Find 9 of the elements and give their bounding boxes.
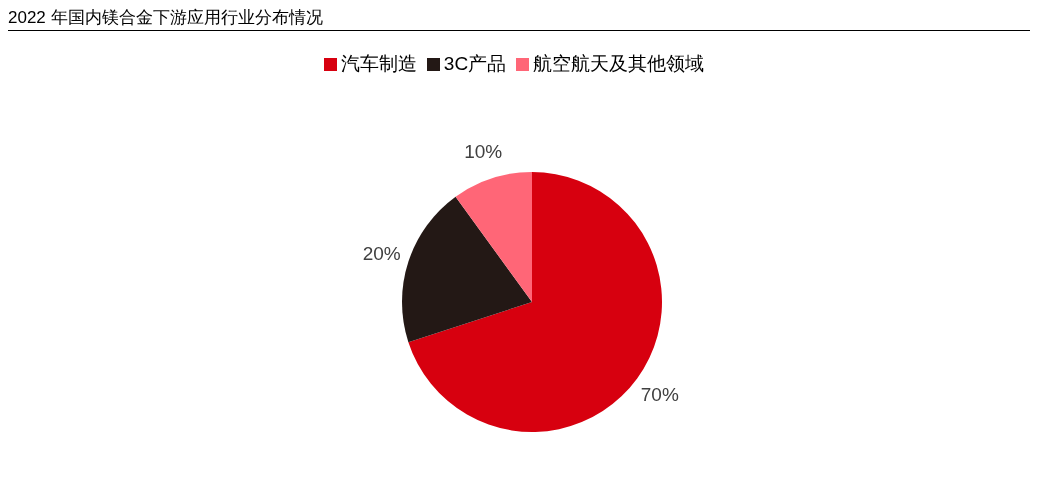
legend-label: 航空航天及其他领域	[533, 53, 705, 74]
pie-slice	[455, 172, 532, 302]
legend-label: 汽车制造	[340, 53, 417, 74]
text: 2022 年国内镁合金下游应用行业分布情况	[8, 8, 1030, 31]
pie-slice	[402, 196, 532, 343]
legend-label: 3C产品	[443, 53, 507, 74]
data-label: 70%	[640, 384, 679, 406]
data-label: 20%	[362, 242, 401, 264]
data-label: 10%	[464, 141, 503, 163]
